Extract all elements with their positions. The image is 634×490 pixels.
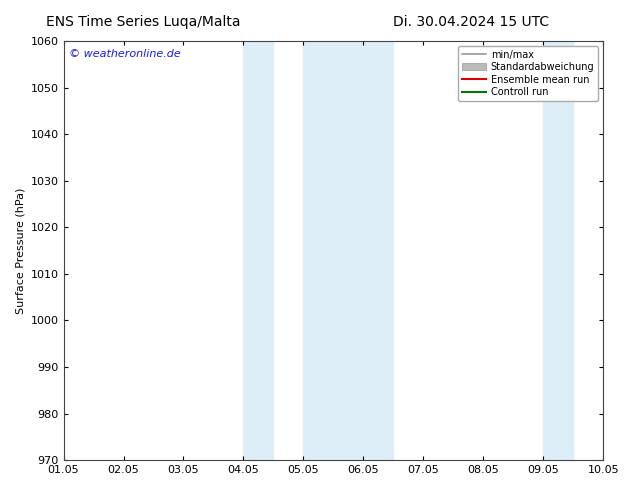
Text: Di. 30.04.2024 15 UTC: Di. 30.04.2024 15 UTC — [393, 15, 549, 29]
Bar — [304, 41, 393, 460]
Bar — [543, 41, 573, 460]
Bar — [243, 41, 273, 460]
Legend: min/max, Standardabweichung, Ensemble mean run, Controll run: min/max, Standardabweichung, Ensemble me… — [458, 46, 598, 101]
Bar — [603, 41, 633, 460]
Text: © weatheronline.de: © weatheronline.de — [69, 49, 181, 59]
Y-axis label: Surface Pressure (hPa): Surface Pressure (hPa) — [15, 187, 25, 314]
Text: ENS Time Series Luqa/Malta: ENS Time Series Luqa/Malta — [46, 15, 241, 29]
